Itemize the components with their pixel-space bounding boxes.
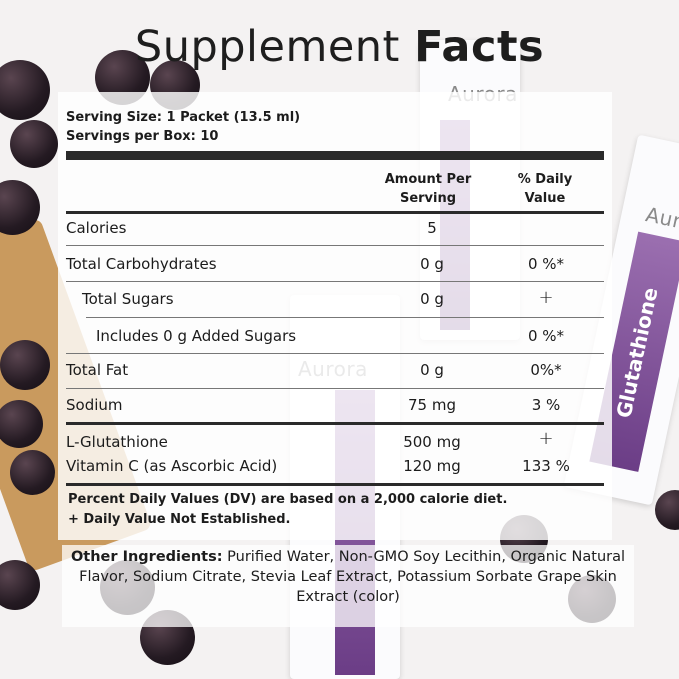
footnote-dv: Percent Daily Values (DV) are based on a… <box>68 492 508 507</box>
row-divider <box>66 245 604 246</box>
footnotes: Percent Daily Values (DV) are based on a… <box>68 490 507 530</box>
grape <box>10 120 58 168</box>
grape <box>655 490 679 530</box>
ingredients-text: Purified Water, Non-GMO Soy Lecithin, Or… <box>79 549 626 605</box>
footnote-not-established: + Daily Value Not Established. <box>68 512 291 527</box>
bottom-divider <box>66 483 604 486</box>
grape <box>0 560 40 610</box>
grape <box>0 60 50 120</box>
header-divider <box>66 211 604 214</box>
serving-info: Serving Size: 1 Packet (13.5 ml) Serving… <box>66 108 300 146</box>
row-divider <box>66 388 604 389</box>
row-divider <box>66 281 604 282</box>
grape <box>0 340 50 390</box>
thick-divider <box>66 151 604 160</box>
serving-size: Serving Size: 1 Packet (13.5 ml) <box>66 110 301 125</box>
servings-per-box: Servings per Box: 10 <box>66 129 219 144</box>
dv-header: % Daily Value <box>517 172 573 206</box>
ingredients-label: Other Ingredients: <box>70 549 223 565</box>
supplement-facts-panel <box>58 92 612 540</box>
row-divider <box>86 317 604 318</box>
amount-header: Amount Per Serving <box>384 172 472 206</box>
page-title: Supplement Facts <box>134 22 545 72</box>
row-divider <box>66 353 604 354</box>
other-ingredients: Other Ingredients: Purified Water, Non-G… <box>62 545 634 627</box>
section-divider <box>66 422 604 425</box>
grape <box>0 400 43 448</box>
grape <box>10 450 55 495</box>
